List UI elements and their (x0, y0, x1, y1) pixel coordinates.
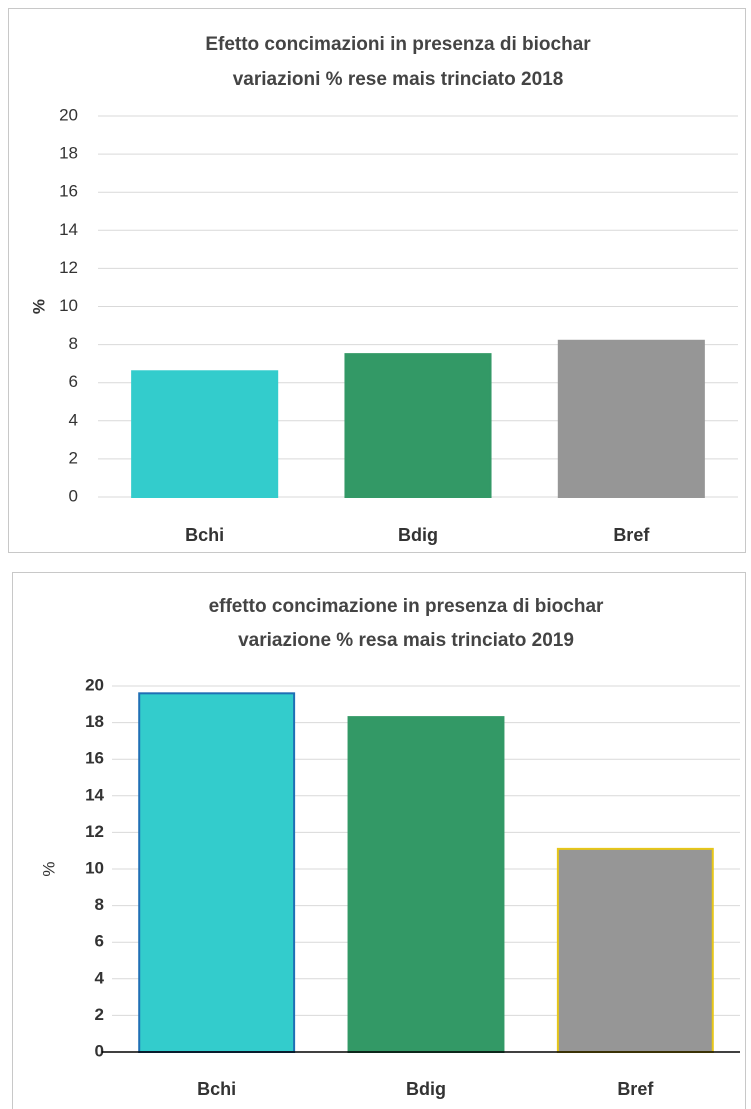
y-tick-label: 18 (59, 144, 78, 163)
y-tick-label: 20 (59, 105, 78, 124)
bar (347, 716, 505, 1053)
x-tick-label: Bchi (185, 525, 224, 545)
bar (138, 692, 296, 1053)
y-tick-label: 10 (85, 858, 104, 877)
y-tick-label: 16 (85, 749, 104, 768)
y-tick-label: 0 (69, 486, 78, 505)
y-tick-label: 12 (85, 822, 104, 841)
y-axis-label: % (29, 299, 48, 314)
y-tick-label: 14 (85, 785, 104, 804)
bar (344, 353, 492, 498)
y-tick-label: 20 (85, 675, 104, 694)
y-tick-label: 14 (59, 220, 78, 239)
y-tick-label: 4 (69, 410, 78, 429)
y-tick-label: 6 (69, 372, 78, 391)
y-tick-label: 18 (85, 712, 104, 731)
x-tick-label: Bref (617, 1079, 654, 1099)
y-tick-label: 16 (59, 182, 78, 201)
bar (131, 370, 279, 498)
bar (556, 847, 714, 1053)
bar (557, 339, 705, 499)
y-tick-label: 8 (95, 895, 104, 914)
chart-title: effetto concimazione in presenza di bioc… (209, 596, 604, 617)
y-tick-label: 12 (59, 258, 78, 277)
y-axis-label: % (39, 861, 58, 876)
y-tick-label: 2 (95, 1005, 104, 1024)
y-tick-label: 0 (95, 1041, 104, 1060)
x-tick-label: Bdig (406, 1079, 446, 1099)
y-tick-label: 6 (95, 932, 104, 951)
chart-title: Efetto concimazioni in presenza di bioch… (205, 34, 591, 55)
y-tick-label: 4 (95, 968, 105, 987)
y-tick-label: 10 (59, 296, 78, 315)
chart-title: variazione % resa mais trinciato 2019 (238, 630, 574, 651)
x-tick-label: Bref (613, 525, 650, 545)
y-tick-label: 2 (69, 448, 78, 467)
x-tick-label: Bdig (398, 525, 438, 545)
chart-title: variazioni % rese mais trinciato 2018 (233, 69, 564, 90)
x-tick-label: Bchi (197, 1079, 236, 1099)
y-tick-label: 8 (69, 334, 78, 353)
